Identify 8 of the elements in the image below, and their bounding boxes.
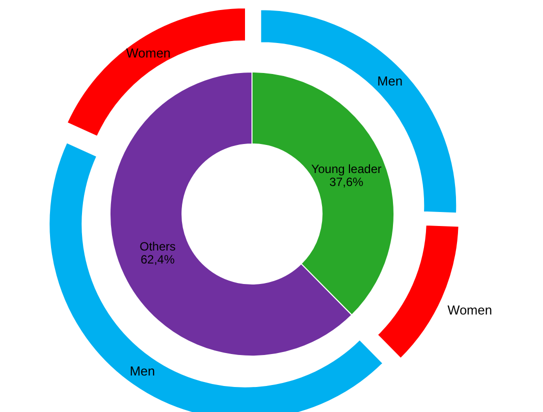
slice-label: Young leader <box>311 162 382 176</box>
data-label: 62,4% <box>140 252 175 267</box>
data-label: 37,6% <box>329 175 364 190</box>
slice-label: Men <box>130 364 156 379</box>
slice-label: Women <box>126 46 171 61</box>
slice-label: Women <box>448 302 492 318</box>
slice-label: Men <box>377 74 403 89</box>
slice-label: Others <box>140 239 176 254</box>
